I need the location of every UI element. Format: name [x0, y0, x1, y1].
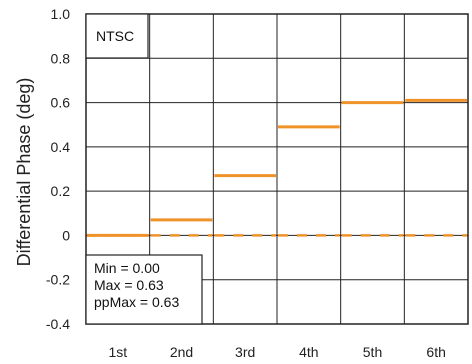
- y-tick-label: 0.6: [51, 95, 71, 111]
- stats-box: Min = 0.00 Max = 0.63 ppMax = 0.63: [85, 254, 203, 325]
- y-tick-label: 0: [62, 227, 70, 243]
- standard-label-box: NTSC: [85, 13, 149, 59]
- y-tick-labels: 1.0 0.8 0.6 0.4 0.2 0 -0.2 -0.4: [46, 6, 70, 332]
- grid: [86, 13, 468, 325]
- x-tick-label: 2nd: [170, 344, 193, 360]
- y-tick-label: -0.2: [46, 272, 70, 288]
- y-tick-label: 0.4: [51, 139, 71, 155]
- stat-ppmax: ppMax = 0.63: [94, 294, 179, 310]
- x-tick-label: 3rd: [235, 344, 255, 360]
- x-tick-label: 6th: [426, 344, 445, 360]
- y-tick-label: -0.4: [46, 316, 70, 332]
- stat-max: Max = 0.63: [94, 277, 164, 293]
- series: [87, 98, 467, 237]
- y-tick-label: 0.2: [51, 183, 71, 199]
- x-tick-label: 5th: [363, 344, 382, 360]
- y-tick-label: 0.8: [51, 50, 71, 66]
- x-tick-label: 1st: [108, 344, 127, 360]
- y-axis-title: Differential Phase (deg): [14, 78, 34, 267]
- y-tick-label: 1.0: [51, 6, 71, 22]
- x-tick-label: 4th: [299, 344, 318, 360]
- x-tick-labels: 1st 2nd 3rd 4th 5th 6th: [108, 344, 445, 360]
- stat-min: Min = 0.00: [94, 260, 160, 276]
- standard-label: NTSC: [96, 28, 134, 44]
